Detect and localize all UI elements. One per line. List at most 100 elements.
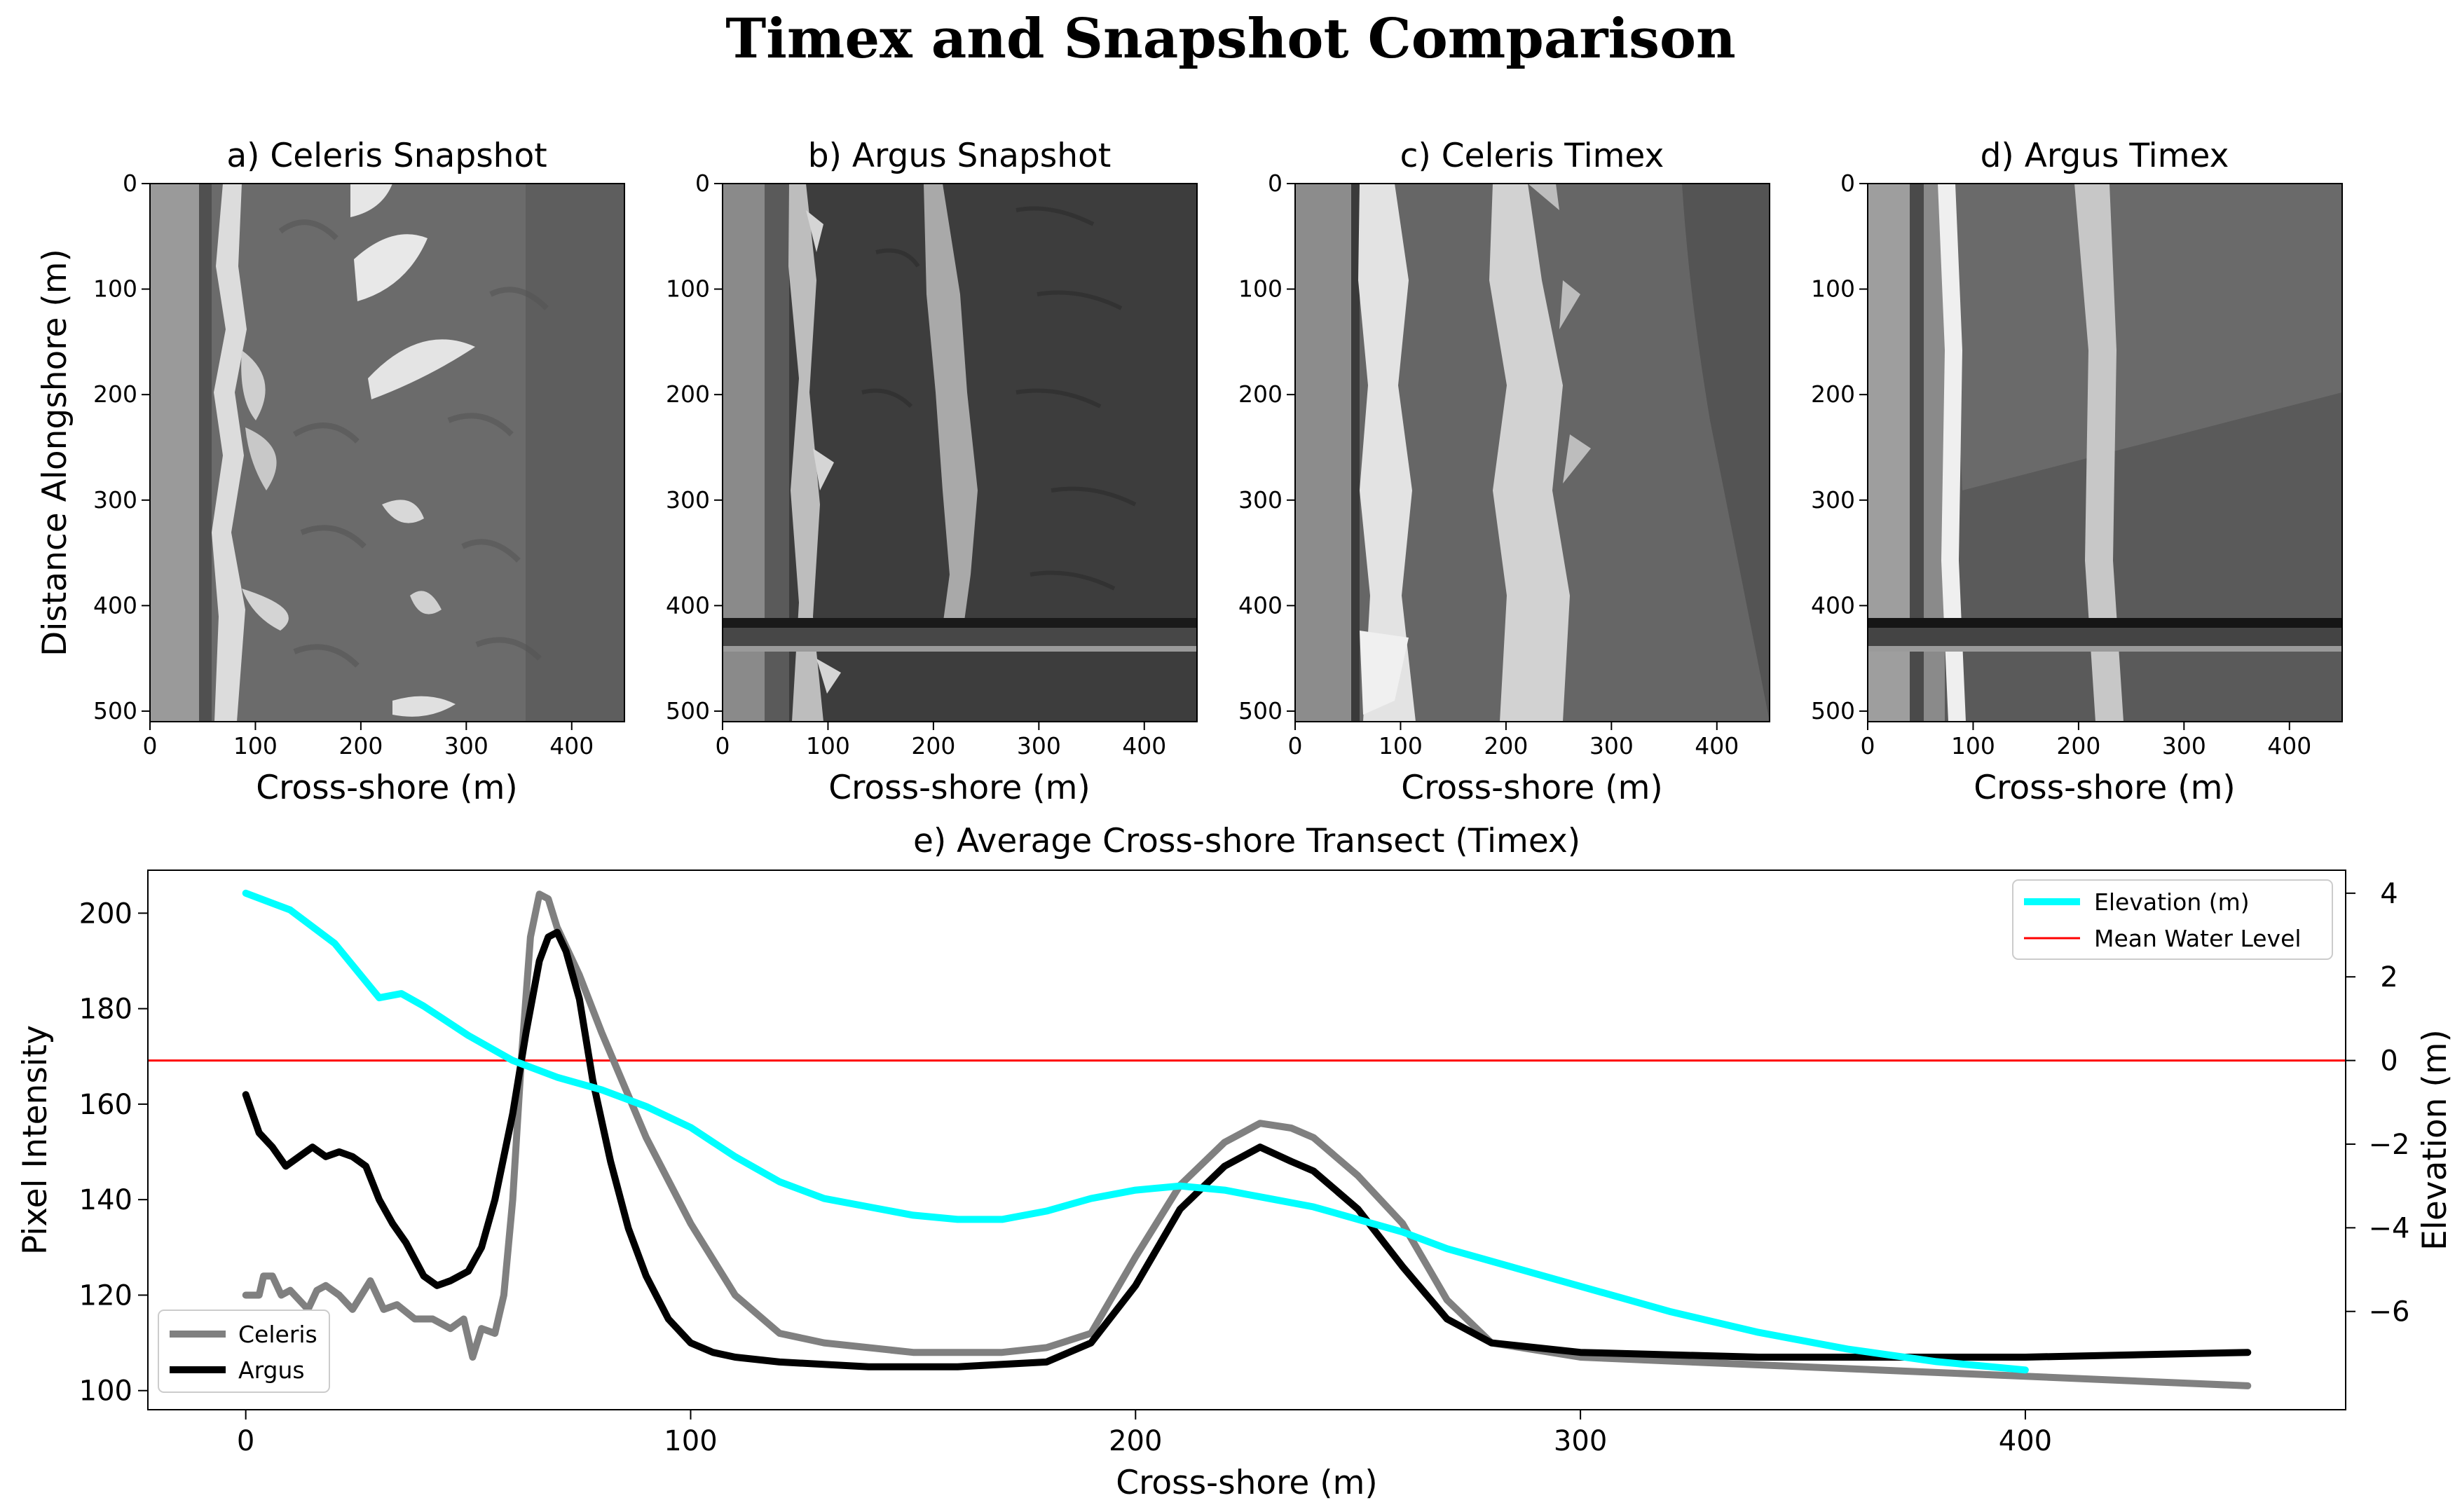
x-tick-label: 300 — [444, 732, 488, 760]
panel-b-argus-snapshot: b) Argus Snapshot Cross-shore (m) 0 10 — [666, 137, 1198, 807]
panel-a-ylabel: Distance Alongshore (m) — [36, 249, 74, 657]
x-tick-label: 100 — [664, 1425, 717, 1457]
y-tick-label: 400 — [93, 591, 137, 619]
panel-a-ticks: 0 100 200 300 400 0 100 200 300 400 500 — [93, 170, 594, 760]
y-tick-label: 0 — [695, 170, 710, 197]
legend-left: Celeris Argus — [158, 1310, 330, 1393]
panel-c-celeris-timex: c) Celeris Timex Cross-shore (m) 0 100 200… — [1238, 137, 1770, 807]
y-tick-label: 0 — [1840, 170, 1855, 197]
y-right-tick-label: 2 — [2380, 961, 2398, 994]
y-tick-label: 300 — [93, 486, 137, 514]
y-tick-label: 120 — [79, 1279, 132, 1312]
y-tick-label: 200 — [79, 898, 132, 930]
x-tick-label: 100 — [806, 732, 850, 760]
panel-d-argus-timex: d) Argus Timex Cross-shore (m) 0 100 200 30… — [1811, 137, 2343, 807]
chart-ylabel: Pixel Intensity — [16, 1025, 55, 1255]
y-tick-label: 0 — [1268, 170, 1283, 197]
y-tick-label: 100 — [1238, 275, 1283, 303]
chart-xlabel: Cross-shore (m) — [1116, 1464, 1377, 1502]
panel-c-image — [1295, 184, 1770, 722]
chart-ylabel-right: Elevation (m) — [2416, 1029, 2454, 1251]
y-tick-label: 100 — [1811, 275, 1855, 303]
x-tick-label: 400 — [2267, 732, 2311, 760]
y-tick-label: 100 — [79, 1375, 132, 1408]
panel-c-ticks: 0 100 200 300 400 0 100 200 300 400 500 — [1238, 170, 1739, 760]
y-right-tick-label: −6 — [2369, 1296, 2410, 1328]
panel-b-xlabel: Cross-shore (m) — [828, 769, 1090, 807]
panel-d-ticks: 0 100 200 300 400 0 100 200 300 400 500 — [1811, 170, 2311, 760]
x-tick-label: 100 — [1951, 732, 1995, 760]
y-tick-label: 0 — [123, 170, 137, 197]
y-tick-label: 100 — [666, 275, 710, 303]
legend-label-elevation: Elevation (m) — [2094, 888, 2250, 916]
figure-title: Timex and Snapshot Comparison — [725, 7, 1735, 71]
panel-b-image — [723, 184, 1197, 722]
legend-label-argus: Argus — [238, 1356, 305, 1384]
x-tick-label: 0 — [1288, 732, 1303, 760]
y-tick-label: 100 — [93, 275, 137, 303]
y-right-tick-label: 0 — [2380, 1045, 2398, 1078]
chart-ticks: 0 100 200 300 400 100 120 140 160 180 200 −6 −4 −2 0 2 4 — [79, 878, 2410, 1457]
y-tick-label: 500 — [93, 697, 137, 724]
y-right-tick-label: −4 — [2369, 1212, 2410, 1244]
panel-d-xlabel: Cross-shore (m) — [1974, 769, 2235, 807]
series-celeris-line — [242, 891, 2252, 1389]
x-tick-label: 400 — [549, 732, 594, 760]
chart-frame — [147, 870, 2346, 1410]
panel-d-image — [1868, 184, 2342, 722]
x-tick-label: 0 — [143, 732, 158, 760]
y-tick-label: 300 — [1811, 486, 1855, 514]
panel-a-xlabel: Cross-shore (m) — [256, 769, 517, 807]
panel-a-celeris-snapshot: a) Celeris Snapshot — [36, 137, 625, 807]
x-tick-label: 200 — [1484, 732, 1528, 760]
legend-right: Elevation (m) Mean Water Level — [2012, 879, 2333, 960]
y-tick-label: 180 — [79, 994, 132, 1026]
y-tick-label: 200 — [666, 380, 710, 408]
x-tick-label: 300 — [1017, 732, 1061, 760]
x-tick-label: 300 — [1589, 732, 1634, 760]
panel-c-title: c) Celeris Timex — [1400, 137, 1664, 175]
chart-series — [148, 889, 2346, 1389]
y-tick-label: 500 — [1238, 697, 1283, 724]
x-tick-label: 200 — [338, 732, 383, 760]
x-tick-label: 0 — [716, 732, 730, 760]
x-tick-label: 400 — [1122, 732, 1166, 760]
x-tick-label: 400 — [1695, 732, 1739, 760]
x-tick-label: 200 — [2056, 732, 2100, 760]
panel-b-title: b) Argus Snapshot — [808, 137, 1112, 175]
chart-title: e) Average Cross-shore Transect (Timex) — [913, 822, 1580, 860]
y-tick-label: 200 — [1811, 380, 1855, 408]
series-argus-line — [242, 928, 2252, 1370]
y-tick-label: 500 — [666, 697, 710, 724]
series-elevation-line — [242, 889, 2029, 1374]
x-tick-label: 0 — [1861, 732, 1875, 760]
x-tick-label: 300 — [1554, 1425, 1607, 1457]
y-tick-label: 500 — [1811, 697, 1855, 724]
legend-label-celeris: Celeris — [238, 1321, 317, 1348]
panel-c-xlabel: Cross-shore (m) — [1401, 769, 1662, 807]
x-tick-label: 0 — [237, 1425, 254, 1457]
y-tick-label: 300 — [666, 486, 710, 514]
y-tick-label: 400 — [1811, 591, 1855, 619]
y-tick-label: 160 — [79, 1089, 132, 1121]
y-tick-label: 400 — [1238, 591, 1283, 619]
panel-d-title: d) Argus Timex — [1981, 137, 2229, 175]
x-tick-label: 300 — [2162, 732, 2206, 760]
panel-e-transect: e) Average Cross-shore Transect (Timex) … — [16, 822, 2454, 1502]
panel-a-image — [150, 184, 624, 722]
y-tick-label: 300 — [1238, 486, 1283, 514]
x-tick-label: 400 — [1999, 1425, 2052, 1457]
y-tick-label: 200 — [1238, 380, 1283, 408]
panel-b-ticks: 0 100 200 300 400 0 100 200 300 400 500 — [666, 170, 1166, 760]
y-tick-label: 200 — [93, 380, 137, 408]
legend-label-mwl: Mean Water Level — [2094, 925, 2302, 952]
panel-a-title: a) Celeris Snapshot — [226, 137, 547, 175]
y-tick-label: 140 — [79, 1184, 132, 1216]
x-tick-label: 200 — [1109, 1425, 1162, 1457]
y-right-tick-label: 4 — [2380, 878, 2398, 910]
x-tick-label: 200 — [911, 732, 955, 760]
y-tick-label: 400 — [666, 591, 710, 619]
x-tick-label: 100 — [1379, 732, 1423, 760]
y-right-tick-label: −2 — [2369, 1129, 2410, 1161]
